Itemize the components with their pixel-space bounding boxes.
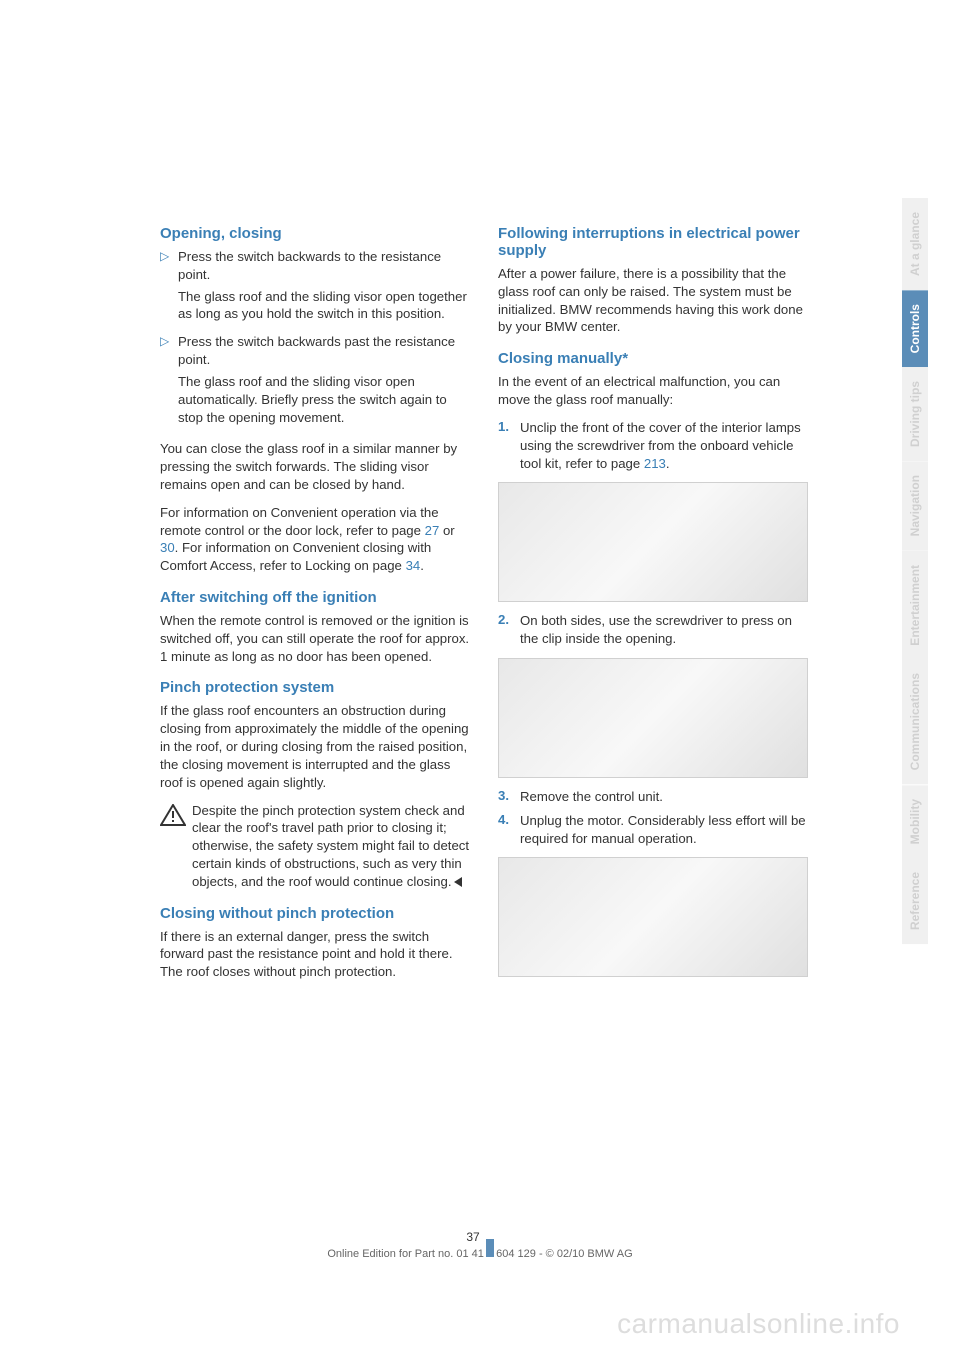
- tab-entertainment[interactable]: Entertainment: [902, 551, 928, 660]
- step-number: 4.: [498, 812, 520, 848]
- list-item: 2. On both sides, use the screwdriver to…: [498, 612, 808, 648]
- paragraph: You can close the glass roof in a simila…: [160, 440, 470, 493]
- numbered-steps: 1. Unclip the front of the cover of the …: [498, 419, 808, 472]
- paragraph: In the event of an electrical malfunctio…: [498, 373, 808, 409]
- paragraph: Press the switch backwards to the resist…: [178, 248, 470, 284]
- bullet-text: Press the switch backwards to the resist…: [178, 248, 470, 327]
- page-link[interactable]: 30: [160, 540, 175, 555]
- content-columns: Opening, closing ▷ Press the switch back…: [160, 225, 870, 991]
- numbered-steps: 3. Remove the control unit. 4. Unplug th…: [498, 788, 808, 847]
- tab-communications[interactable]: Communications: [902, 659, 928, 784]
- list-item: ▷ Press the switch backwards past the re…: [160, 333, 470, 430]
- text: For information on Convenient operation …: [160, 505, 439, 538]
- figure-interior-lamp-cover: [498, 482, 808, 602]
- page-number: 37: [466, 1230, 479, 1244]
- numbered-steps: 2. On both sides, use the screwdriver to…: [498, 612, 808, 648]
- left-column: Opening, closing ▷ Press the switch back…: [160, 225, 470, 991]
- list-item: 3. Remove the control unit.: [498, 788, 808, 806]
- text: or: [439, 523, 454, 538]
- heading-text: Closing manually: [498, 350, 622, 367]
- paragraph: When the remote control is removed or th…: [160, 612, 470, 665]
- warning-text: Despite the pinch protection system chec…: [192, 802, 470, 891]
- manual-page: At a glance Controls Driving tips Naviga…: [0, 0, 960, 1358]
- paragraph: The glass roof and the sliding visor ope…: [178, 373, 470, 426]
- tab-navigation[interactable]: Navigation: [902, 461, 928, 550]
- list-item: 1. Unclip the front of the cover of the …: [498, 419, 808, 472]
- tab-mobility[interactable]: Mobility: [902, 785, 928, 858]
- tab-driving-tips[interactable]: Driving tips: [902, 367, 928, 461]
- paragraph: Press the switch backwards past the resi…: [178, 333, 470, 369]
- watermark: carmanualsonline.info: [617, 1308, 900, 1340]
- list-item: 4. Unplug the motor. Considerably less e…: [498, 812, 808, 848]
- text: Despite the pinch protection system chec…: [192, 803, 469, 889]
- list-item: ▷ Press the switch backwards to the resi…: [160, 248, 470, 327]
- heading-after-ignition: After switching off the ignition: [160, 589, 470, 606]
- section-tabs: At a glance Controls Driving tips Naviga…: [902, 198, 932, 944]
- heading-pinch-protection: Pinch protection system: [160, 679, 470, 696]
- page-link[interactable]: 213: [644, 456, 666, 471]
- page-footer: 37 Online Edition for Part no. 01 41 2 6…: [0, 1229, 960, 1260]
- heading-closing-without-pinch: Closing without pinch protection: [160, 905, 470, 922]
- tab-at-a-glance[interactable]: At a glance: [902, 198, 928, 290]
- step-text: Unclip the front of the cover of the int…: [520, 419, 808, 472]
- text: .: [666, 456, 670, 471]
- opening-bullets: ▷ Press the switch backwards to the resi…: [160, 248, 470, 430]
- paragraph: If the glass roof encounters an obstruct…: [160, 702, 470, 791]
- step-number: 3.: [498, 788, 520, 806]
- heading-closing-manually: Closing manually*: [498, 350, 808, 367]
- text: .: [420, 558, 424, 573]
- text: . For information on Convenient closing …: [160, 540, 431, 573]
- heading-opening-closing: Opening, closing: [160, 225, 470, 242]
- page-link[interactable]: 34: [406, 558, 421, 573]
- heading-following-interruptions: Following interruptions in electrical po…: [498, 225, 808, 259]
- paragraph: The glass roof and the sliding visor ope…: [178, 288, 470, 324]
- bullet-text: Press the switch backwards past the resi…: [178, 333, 470, 430]
- paragraph: For information on Convenient operation …: [160, 504, 470, 575]
- step-text: Remove the control unit.: [520, 788, 808, 806]
- right-column: Following interruptions in electrical po…: [498, 225, 808, 991]
- bullet-icon: ▷: [160, 248, 178, 327]
- bullet-icon: ▷: [160, 333, 178, 430]
- paragraph: If there is an external danger, press th…: [160, 928, 470, 981]
- end-mark-icon: [454, 877, 462, 887]
- paragraph: After a power failure, there is a possib…: [498, 265, 808, 336]
- warning-block: Despite the pinch protection system chec…: [160, 802, 470, 891]
- tab-reference[interactable]: Reference: [902, 858, 928, 944]
- step-number: 1.: [498, 419, 520, 472]
- page-marker-icon: [486, 1239, 494, 1257]
- warning-icon: [160, 804, 186, 826]
- step-number: 2.: [498, 612, 520, 648]
- asterisk-icon: *: [622, 350, 628, 367]
- footer-text: Online Edition for Part no. 01 41 2 604 …: [327, 1248, 632, 1260]
- figure-screwdriver-clip: [498, 658, 808, 778]
- figure-unplug-motor: [498, 857, 808, 977]
- page-link[interactable]: 27: [425, 523, 440, 538]
- step-text: On both sides, use the screwdriver to pr…: [520, 612, 808, 648]
- step-text: Unplug the motor. Considerably less effo…: [520, 812, 808, 848]
- tab-controls[interactable]: Controls: [902, 290, 928, 367]
